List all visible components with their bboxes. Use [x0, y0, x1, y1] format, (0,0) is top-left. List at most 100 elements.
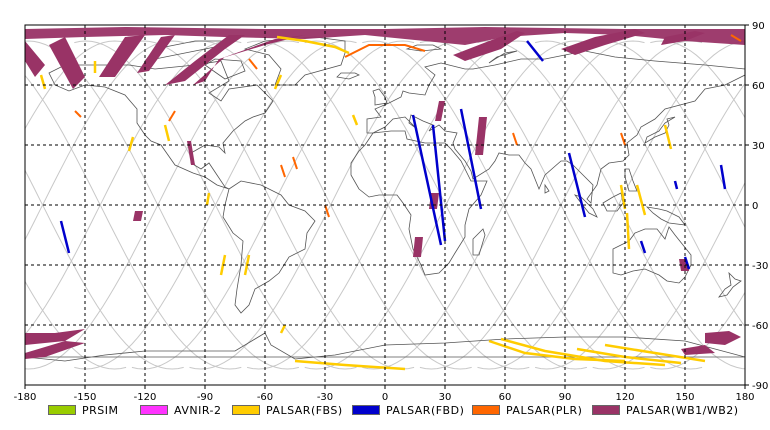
- orbit-track: [534, 40, 745, 328]
- fbd-swath: [411, 114, 443, 246]
- x-tick-label: 0: [382, 392, 388, 400]
- plr-swath: [324, 204, 330, 218]
- coastline-new-zealand: [718, 271, 742, 298]
- x-tick-label: 150: [675, 392, 694, 400]
- plr-swath: [620, 132, 626, 146]
- y-tick-label: 0: [752, 201, 758, 212]
- fbs-swath: [163, 124, 171, 142]
- axis-labels: -180 -150 -120 -90 -60 -30 0 30 60 90 120 150 180 90 6…: [14, 21, 769, 400]
- fbd-swath: [639, 240, 647, 254]
- plr-swath: [292, 156, 298, 170]
- fbs-swath: [276, 35, 350, 55]
- coastline-svalbard: [405, 44, 443, 52]
- fbd-swath: [431, 124, 447, 242]
- legend-item-palsar-wb: PALSAR(WB1/WB2): [592, 403, 739, 417]
- legend-swatch: [48, 405, 76, 415]
- graticule: [25, 25, 745, 385]
- wb-swath: [453, 31, 525, 61]
- fbd-swath: [719, 164, 727, 190]
- coastline-eurasia: [366, 50, 745, 204]
- legend-label: PALSAR(FBS): [266, 403, 343, 417]
- fbs-swath: [351, 114, 359, 126]
- fbs-swath: [279, 324, 287, 334]
- wb-swath: [475, 117, 487, 155]
- coastline-madagascar: [472, 228, 486, 256]
- plr-swath: [512, 132, 518, 146]
- legend-swatch: [140, 405, 168, 415]
- fbd-swath: [683, 256, 691, 270]
- y-tick-label: 60: [752, 81, 765, 92]
- x-tick-label: -30: [317, 392, 333, 400]
- fbs-swath: [625, 212, 631, 250]
- legend-item-palsar-plr: PALSAR(PLR): [472, 403, 582, 417]
- wb-swath: [187, 141, 195, 165]
- y-tick-label: 90: [752, 21, 765, 32]
- coastline-sri-lanka: [544, 183, 550, 194]
- fbd-swath: [673, 180, 679, 190]
- wb-swath: [25, 341, 85, 359]
- fbs-swath: [604, 343, 706, 363]
- legend-label: AVNIR-2: [174, 403, 222, 417]
- fbd-swath: [59, 220, 71, 254]
- orbit-track: [25, 74, 242, 370]
- fbs-swath: [500, 337, 666, 367]
- wb-swath: [25, 329, 85, 345]
- legend-item-palsar-fbs: PALSAR(FBS): [232, 403, 343, 417]
- x-tick-label: 180: [735, 392, 754, 400]
- coastline-baffin-island: [204, 58, 246, 80]
- orbit-track: [25, 169, 184, 370]
- coastline-sumatra: [573, 194, 598, 218]
- fbs-swath: [39, 74, 47, 90]
- wb-swath: [133, 211, 143, 221]
- x-tick-label: 120: [615, 392, 634, 400]
- wb-swath: [413, 237, 423, 257]
- x-tick-label: 90: [559, 392, 572, 400]
- coastline-australia: [612, 226, 692, 284]
- legend-item-avnir2: AVNIR-2: [140, 403, 221, 417]
- axis-ticks: [24, 24, 749, 389]
- y-tick-label: -60: [752, 321, 768, 332]
- wb-swath: [705, 331, 741, 345]
- wb-swath: [25, 41, 45, 77]
- legend-swatch: [472, 405, 500, 415]
- wb-swath: [99, 35, 145, 77]
- x-tick-label: -120: [134, 392, 157, 400]
- fbs-swath: [619, 184, 627, 210]
- x-tick-label: -90: [197, 392, 213, 400]
- plr-swath: [248, 58, 258, 70]
- coastline-uk: [372, 88, 388, 106]
- wb-swath: [165, 35, 245, 85]
- plr-swath: [74, 110, 82, 118]
- coastline-greenland: [243, 36, 346, 86]
- legend-swatch: [232, 405, 260, 415]
- x-tick-label: -150: [74, 392, 97, 400]
- fbs-swath: [127, 136, 135, 152]
- fbs-swath: [488, 339, 626, 363]
- legend-item-prism: PRSIM: [48, 403, 119, 417]
- plr-swath: [280, 164, 286, 178]
- fbs-swath: [273, 74, 283, 90]
- wb-swath: [49, 37, 85, 89]
- legend-swatch: [592, 405, 620, 415]
- coastline-south-america: [222, 180, 316, 314]
- fbs-swath: [294, 359, 406, 371]
- orbit-track: [362, 40, 645, 370]
- orbit-track: [189, 40, 472, 370]
- plr-swath: [168, 110, 176, 122]
- x-tick-label: -180: [14, 392, 37, 400]
- orbit-track: [246, 40, 530, 370]
- fbs-swath: [205, 192, 211, 206]
- fbd-swath: [526, 40, 544, 62]
- coastline-japan: [644, 116, 676, 144]
- wb-swath: [661, 31, 705, 45]
- x-tick-label: 60: [499, 392, 512, 400]
- plr-swath: [344, 44, 426, 58]
- legend-label: PALSAR(WB1/WB2): [626, 403, 739, 417]
- wb-swath: [137, 35, 175, 73]
- wb-swath: [193, 35, 305, 85]
- coastline-novaya-zemlya: [488, 50, 518, 64]
- plr-swath: [730, 34, 742, 42]
- fbd-swath: [567, 152, 587, 218]
- y-tick-label: -30: [752, 261, 768, 272]
